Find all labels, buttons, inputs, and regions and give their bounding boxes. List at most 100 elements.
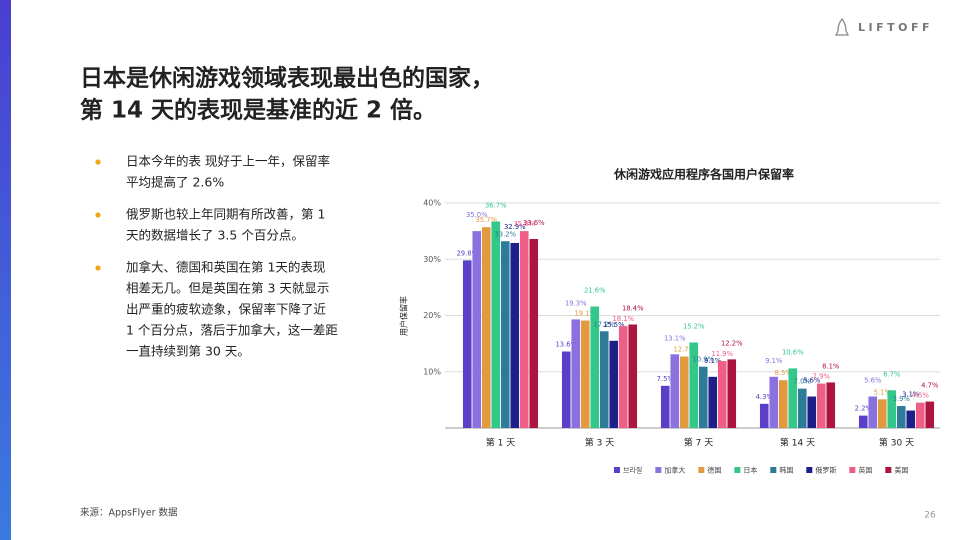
chart-title: 休闲游戏应用程序各国用户保留率 [613,167,794,182]
x-tick-label: 第 7 天 [684,437,713,449]
legend-swatch [698,467,705,473]
value-label: 35.0% [513,220,535,228]
bar [670,354,680,428]
bar [481,227,491,428]
value-label: 12.2% [721,339,743,347]
value-label: 10.9% [692,356,714,364]
y-tick-label: 10% [423,367,441,376]
x-tick-label: 第 3 天 [585,437,614,449]
bar [529,239,539,428]
value-label: 8.1% [822,362,840,370]
value-label: 18.1% [612,315,634,323]
bar [618,326,628,428]
title-line: 日本是休闲游戏领域表现最出色的国家， [80,65,494,92]
bullet-text: 天的数据增长了 3.5 个百分点。 [126,228,304,243]
bullet-text: 平均提高了 2.6% [126,175,224,190]
bar [609,340,619,428]
value-label: 19.1% [574,310,596,318]
bar [679,356,689,428]
value-label: 4.5% [912,392,930,400]
bar [500,241,510,428]
value-label: 33.2% [494,230,516,238]
bullet-dot [95,265,101,271]
bar [698,366,708,428]
bar [628,324,638,428]
bullet-text: 加拿大、德国和英国在第 1天的表现 [126,260,325,275]
bar [510,242,520,428]
legend-label: 英国 [858,466,872,475]
x-tick-label: 第 14 天 [780,437,815,449]
bar [689,342,699,428]
bar [491,221,501,428]
value-label: 15.5% [603,321,625,329]
value-label: 2.2% [855,405,873,413]
value-label: 36.7% [485,202,507,210]
legend-swatch [806,467,813,473]
bar [797,388,807,428]
bullet-text: 俄罗斯也较上年同期有所改善，第 1 [126,207,325,222]
footer: 来源：AppsFlyer 数据 [80,507,178,519]
bar [708,376,718,428]
bar [816,383,826,428]
bar [807,396,817,428]
legend-label: 加拿大 [664,466,685,475]
legend-swatch [849,467,856,473]
bar [660,385,670,428]
y-tick-label: 20% [423,311,441,320]
bar [896,406,906,428]
value-label: 33.6% [523,219,545,227]
value-label: 11.9% [711,350,733,358]
logo-icon [834,17,850,36]
y-axis-label: 用户保留率 [399,296,409,336]
value-label: 32.9% [504,223,526,231]
value-label: 7.5% [657,375,675,383]
bar [462,260,472,428]
value-label: 10.6% [782,348,804,356]
value-label: 8.5% [775,369,793,377]
legend-swatch [770,467,777,473]
bar [571,319,581,428]
logo: LIFTOFF [858,21,933,34]
value-label: 3.9% [893,395,911,403]
legend-swatch [885,467,892,473]
bar [727,359,737,428]
value-label: 7.0% [794,378,812,386]
bar [877,399,887,428]
value-label: 13.1% [664,334,686,342]
bullet-text: 出严重的疲软迹象，保留率下降了近 [126,302,327,317]
bullet-dot [95,159,101,165]
legend-label: 德国 [707,466,721,475]
title-line: 第 14 天的表现是基准的近 2 倍。 [80,97,436,124]
x-tick-label: 第 1 天 [486,437,515,449]
y-tick-label: 30% [423,255,441,264]
bar [906,410,916,428]
bar [858,415,868,428]
value-label: 13.6% [555,341,577,349]
bar [915,402,925,428]
value-label: 5.1% [874,388,892,396]
bar [769,376,779,428]
bullet-text: 一直持续到第 30 天。 [126,344,250,359]
bar [887,390,897,428]
bar [472,231,482,428]
bar [868,396,878,428]
value-label: 4.7% [921,382,939,390]
value-label: 4.3% [756,393,774,401]
bar [580,320,590,428]
value-label: 35.0% [466,211,488,219]
bar [590,306,600,428]
bar [778,380,788,428]
value-label: 29.8% [456,249,478,257]
bar [561,351,571,428]
value-label: 7.9% [813,373,831,381]
value-label: 35.7% [475,216,497,224]
legend-swatch [655,467,662,473]
value-label: 5.6% [803,377,821,385]
bar [788,368,798,428]
bar [925,401,935,428]
value-label: 5.6% [864,377,882,385]
bar [519,231,529,428]
bullet-text: 日本今年的表 现好于上一年，保留率 [126,154,330,169]
